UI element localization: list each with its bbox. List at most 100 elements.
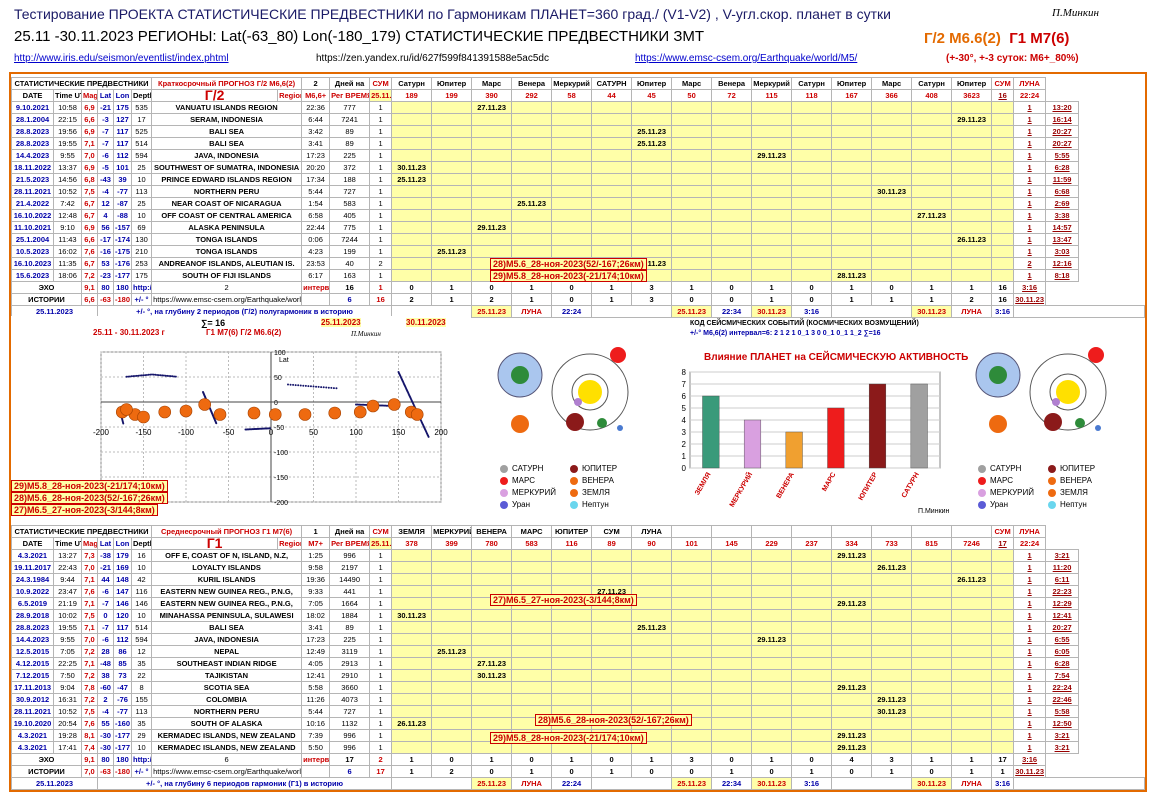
table-cell <box>591 245 633 258</box>
table-cell <box>711 645 753 658</box>
table-cell: 19.10.2020 <box>11 717 54 730</box>
quake-point <box>320 386 323 389</box>
sun-icon <box>1056 380 1080 404</box>
event-callout-28: 28)М5.6_28-ноя-2023(52/-167;26км) <box>490 258 647 270</box>
region-name: EASTERN NEW GUINEA REG., P.N.G, <box>151 597 303 610</box>
period-value: 44 <box>591 89 633 102</box>
table-cell <box>391 621 433 634</box>
table-cell <box>431 681 473 694</box>
table-cell <box>511 633 553 646</box>
table-cell: 4.12.2015 <box>11 657 54 670</box>
table-cell: 1 <box>1013 185 1047 198</box>
count-cell: 0 <box>551 281 593 294</box>
table-cell: 1 <box>1013 149 1047 162</box>
table-cell <box>991 609 1015 622</box>
table-cell <box>871 113 913 126</box>
legend-item: МЕРКУРИЙ <box>978 488 1034 497</box>
hit-date: 27.11.23 <box>911 209 953 222</box>
table-cell: Lat <box>97 537 114 550</box>
table-cell <box>631 101 673 114</box>
table-cell <box>751 101 793 114</box>
table-cell: -157 <box>113 221 132 234</box>
planet-header: ЛУНА <box>631 525 673 538</box>
legend-swatch-icon <box>500 500 508 509</box>
table-cell <box>711 633 753 646</box>
count-cell: 1 <box>951 765 993 778</box>
table-cell <box>591 561 633 574</box>
chart-category-label: МАРС <box>821 472 837 493</box>
period-value: 408 <box>911 89 953 102</box>
table-cell: 4:23 <box>301 245 331 258</box>
table-cell <box>671 209 713 222</box>
zen-link[interactable]: https://zen.yandex.ru/id/627f599f8413915… <box>316 53 549 64</box>
table-cell <box>991 125 1015 138</box>
table-cell: 4 <box>97 209 114 222</box>
table-cell <box>711 161 753 174</box>
table-cell: 24.3.1984 <box>11 573 54 586</box>
table-cell <box>911 149 953 162</box>
table-cell <box>671 597 713 610</box>
table-cell: 1 <box>369 669 393 682</box>
table-cell <box>711 257 753 270</box>
table-cell <box>951 269 993 282</box>
quake-point <box>157 374 160 377</box>
forecast-region-marker <box>268 408 282 421</box>
planet-header: Марс <box>671 77 713 90</box>
bar-МЕРКУРИЙ <box>743 419 762 469</box>
period-value: 167 <box>831 89 873 102</box>
legend-item: Уран <box>500 500 530 509</box>
table-cell: 28.8.2023 <box>11 621 54 634</box>
source-link: https://www.emsc-csem.org/Earthquake/wor… <box>151 765 303 778</box>
table-cell: 7,1 <box>81 597 98 610</box>
table-cell <box>431 585 473 598</box>
iris-link[interactable]: http://www.iris.edu/seismon/eventlist/in… <box>14 53 229 64</box>
count-cell: 0 <box>751 765 793 778</box>
table-cell: 12:48 <box>53 209 82 222</box>
table-cell <box>911 621 953 634</box>
table-cell <box>911 669 953 682</box>
table-cell: 10.9.2022 <box>11 585 54 598</box>
table-cell <box>871 573 913 586</box>
count-cell: 1 <box>991 765 1015 778</box>
table-cell <box>511 609 553 622</box>
region-name: JAVA, INDONESIA <box>151 633 303 646</box>
table-cell <box>631 233 673 246</box>
table-cell <box>1013 777 1145 790</box>
count-cell: 16 <box>991 293 1015 306</box>
table-cell: 16.10.2022 <box>11 209 54 222</box>
table-cell: 1 <box>1013 621 1047 634</box>
table-cell: 1 <box>369 125 393 138</box>
count-cell: 0 <box>431 753 473 766</box>
table-cell <box>671 573 713 586</box>
count-cell: 0 <box>791 281 833 294</box>
count-cell: 1 <box>711 765 753 778</box>
legend-swatch-icon <box>1048 488 1056 497</box>
hit-date: 30.11.23 <box>391 161 433 174</box>
count-cell: 0 <box>791 753 833 766</box>
table-cell: 7,6 <box>81 585 98 598</box>
table-cell: -175 <box>113 245 132 258</box>
table-cell <box>711 525 753 538</box>
table-cell: 7,6 <box>81 245 98 258</box>
table-cell <box>951 633 993 646</box>
bar-МАРС <box>827 407 845 469</box>
table-cell: 9,1 <box>81 281 98 294</box>
quake-point <box>302 384 305 387</box>
table-cell: 1 <box>369 573 393 586</box>
orbit-panel-left: САТУРН ЮПИТЕР МАРС ВЕНЕРА МЕРКУРИЙ ЗЕМЛЯ Уран Н… <box>490 320 645 518</box>
quake-point <box>174 375 177 378</box>
table-cell: 6,6 <box>81 233 98 246</box>
table-cell: 169 <box>113 561 132 574</box>
table-cell <box>631 161 673 174</box>
table-cell <box>831 233 873 246</box>
table-cell: 16:02 <box>53 245 82 258</box>
region-name: MINAHASSA PENINSULA, SULAWESI <box>151 609 303 622</box>
table-cell <box>711 197 753 210</box>
count-cell: 1 <box>911 293 953 306</box>
table-cell: DATE <box>11 89 54 102</box>
table-cell <box>951 137 993 150</box>
count-cell: 1 <box>591 281 633 294</box>
table-cell: 3:16 <box>1013 281 1047 294</box>
emsc-link[interactable]: https://www.emsc-csem.org/Earthquake/wor… <box>635 53 858 64</box>
earth-icon <box>1075 418 1085 428</box>
